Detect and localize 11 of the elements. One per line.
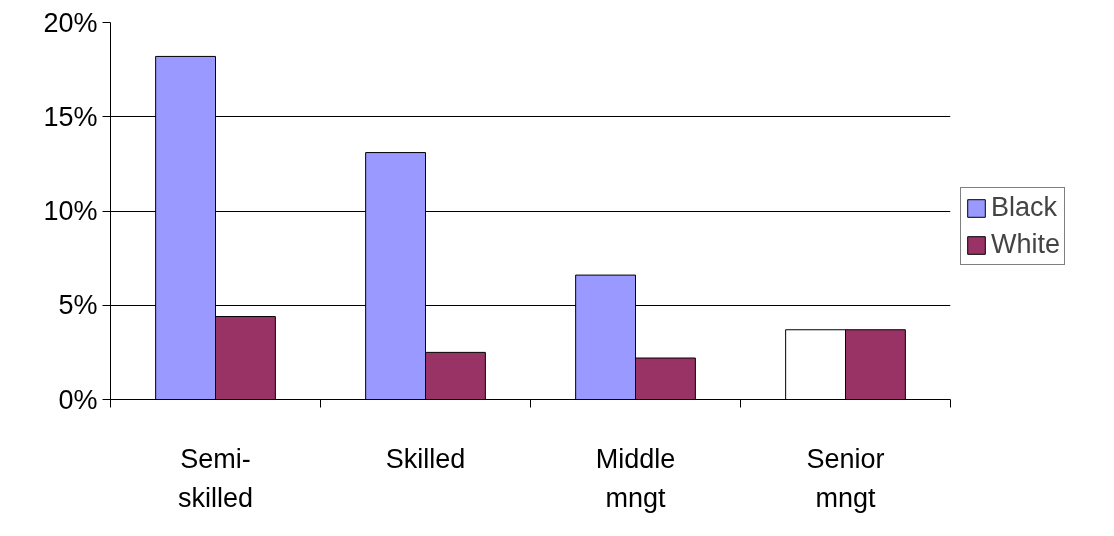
- x-tick-label: Semi- skilled: [177, 443, 254, 513]
- y-tick-label: 0%: [58, 384, 98, 415]
- y-tick-label: 10%: [43, 196, 98, 226]
- legend-label: White: [991, 229, 1061, 260]
- y-tick-label: 15%: [43, 101, 98, 132]
- x-tick-label: Middle mngt: [595, 443, 676, 513]
- legend-label: Black: [991, 192, 1058, 223]
- x-tick-label: Senior mngt: [806, 443, 885, 513]
- y-tick-label: 20%: [43, 7, 98, 38]
- x-tick-label: Skilled: [385, 443, 466, 474]
- y-tick-label: 5%: [58, 290, 98, 321]
